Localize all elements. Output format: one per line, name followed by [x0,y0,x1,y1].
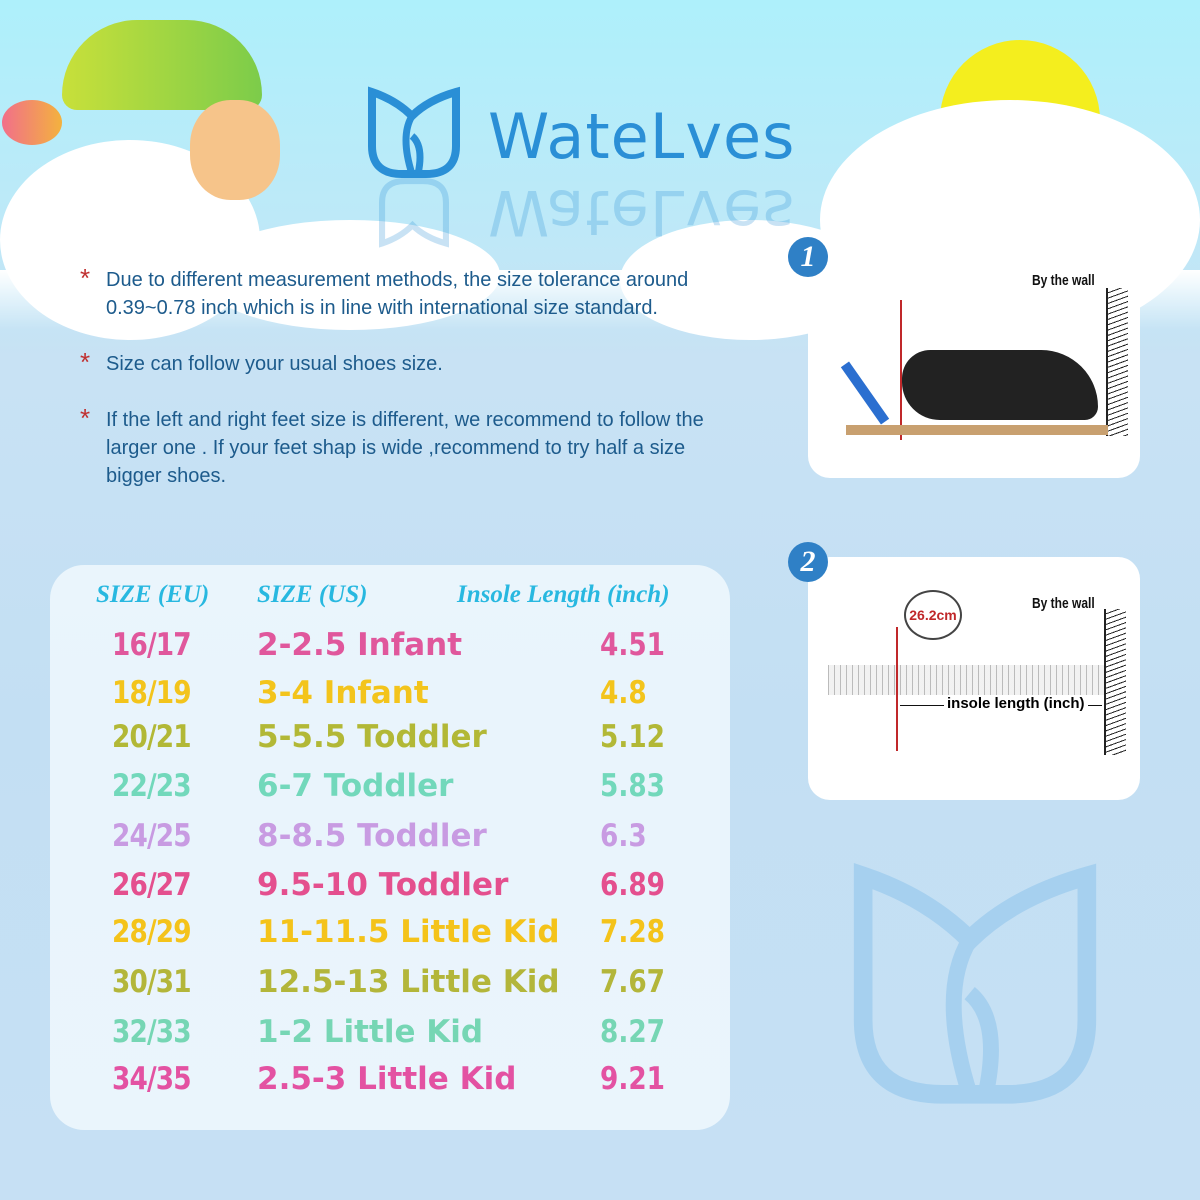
table-row: 28/29 11-11.5 Little Kid 7.28 [50,914,730,954]
cell-eu: 26/27 [112,867,192,903]
cell-inch: 7.67 [600,964,666,1000]
floor-board [846,425,1108,435]
note-text: Size can follow your usual shoes size. [106,353,443,375]
size-notes: * Due to different measurement methods, t… [80,263,710,518]
asterisk-icon: * [80,263,91,293]
wall-label: By the wall [1032,595,1095,612]
cell-us: 3-4 Infant [257,675,429,711]
brand-name: WateLves [488,100,796,173]
table-row: 16/17 2-2.5 Infant 4.51 [50,627,730,667]
ruler [828,665,1104,695]
wall-label: By the wall [1032,272,1095,289]
table-row: 18/19 3-4 Infant 4.8 [50,675,730,715]
note-item: * If the left and right feet size is diff… [80,403,710,490]
brand-name-reflection: WateLves [488,176,796,249]
cell-inch: 6.89 [600,867,666,903]
cell-inch: 6.3 [600,818,647,854]
shoe-icon [902,350,1098,420]
note-text: If the left and right feet size is diffe… [106,409,704,487]
table-row: 30/31 12.5-13 Little Kid 7.67 [50,964,730,1004]
note-item: * Due to different measurement methods, t… [80,263,710,322]
cell-inch: 4.8 [600,675,647,711]
cell-eu: 34/35 [112,1061,192,1097]
table-row: 32/33 1-2 Little Kid 8.27 [50,1014,730,1054]
table-row: 20/21 5-5.5 Toddler 5.12 [50,719,730,759]
note-item: * Size can follow your usual shoes size. [80,347,710,378]
table-row: 22/23 6-7 Toddler 5.83 [50,768,730,808]
pencil-mark-line [900,300,902,440]
watermark-logo-icon [853,863,1097,1104]
cell-us: 8-8.5 Toddler [257,818,487,854]
kid-illustration [190,100,280,200]
header-us: SIZE (US) [257,581,368,608]
wall-icon [1104,609,1126,755]
step-1-card: By the wall [808,250,1140,478]
cell-inch: 7.28 [600,914,666,950]
cell-inch: 5.83 [600,768,666,804]
pencil-icon [840,361,890,425]
table-row: 24/25 8-8.5 Toddler 6.3 [50,818,730,858]
note-text: Due to different measurement methods, th… [106,269,689,319]
heel-line [896,627,898,751]
step-2-card: By the wall 26.2cm insole length (inch) [808,557,1140,800]
table-row: 26/27 9.5-10 Toddler 6.89 [50,867,730,907]
cell-inch: 4.51 [600,627,666,663]
step-2-badge: 2 [788,542,828,582]
size-table: SIZE (EU) SIZE (US) Insole Length (inch)… [50,565,730,1130]
brand-logo-reflection-icon [379,178,449,248]
cell-eu: 20/21 [112,719,192,755]
cell-eu: 16/17 [112,627,192,663]
cell-us: 2-2.5 Infant [257,627,463,663]
asterisk-icon: * [80,347,91,377]
cell-eu: 22/23 [112,768,192,804]
parachute-illustration [62,20,262,110]
cell-us: 1-2 Little Kid [257,1014,484,1050]
asterisk-icon: * [80,403,91,433]
cell-eu: 28/29 [112,914,192,950]
step-1-badge: 1 [788,237,828,277]
cell-eu: 30/31 [112,964,192,1000]
cell-us: 5-5.5 Toddler [257,719,487,755]
cell-eu: 24/25 [112,818,192,854]
balloon-illustration [2,100,62,145]
table-row: 34/35 2.5-3 Little Kid 9.21 [50,1061,730,1101]
header-insole: Insole Length (inch) [457,581,670,608]
cell-eu: 18/19 [112,675,192,711]
cell-inch: 9.21 [600,1061,666,1097]
measurement-circle: 26.2cm [904,590,962,640]
cell-us: 2.5-3 Little Kid [257,1061,517,1097]
cell-us: 6-7 Toddler [257,768,454,804]
cell-inch: 8.27 [600,1014,666,1050]
cell-us: 11-11.5 Little Kid [257,914,560,950]
brand-logo-icon [368,86,460,178]
cell-us: 9.5-10 Toddler [257,867,509,903]
measurement-value: 26.2cm [909,607,957,623]
cell-inch: 5.12 [600,719,666,755]
wall-icon [1106,288,1128,436]
cell-us: 12.5-13 Little Kid [257,964,560,1000]
header-eu: SIZE (EU) [96,581,210,608]
ruler-label: insole length (inch) [944,695,1088,712]
cell-eu: 32/33 [112,1014,192,1050]
